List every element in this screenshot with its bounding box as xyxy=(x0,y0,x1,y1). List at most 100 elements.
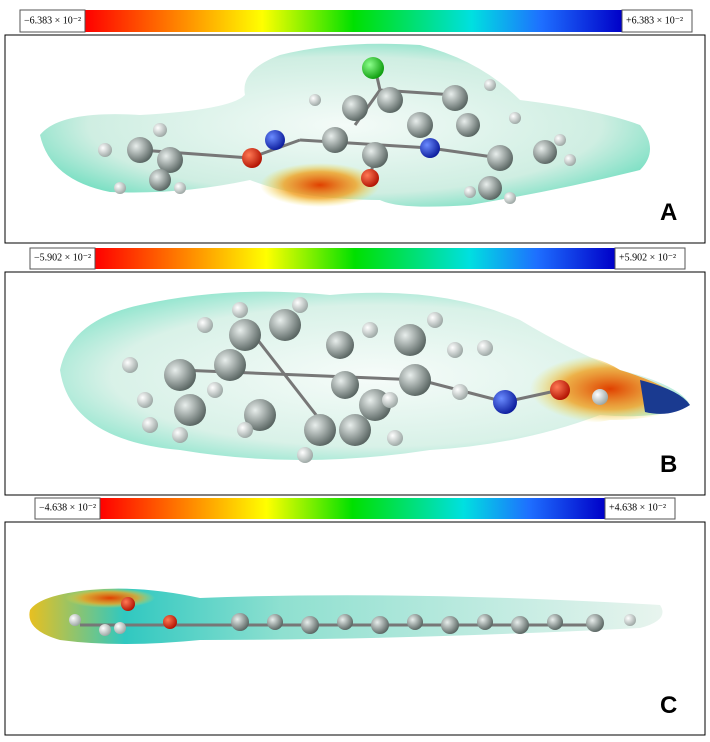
scale-min-box xyxy=(29,247,96,270)
atom xyxy=(121,597,135,611)
atom xyxy=(174,182,186,194)
scale-min-box xyxy=(34,497,101,520)
atom xyxy=(362,57,384,79)
atom xyxy=(137,392,153,408)
atom xyxy=(361,169,379,187)
atom xyxy=(550,380,570,400)
panel-label: C xyxy=(660,692,677,719)
atom xyxy=(157,147,183,173)
atom xyxy=(229,319,261,351)
atom xyxy=(547,614,563,630)
scale-max: +6.383 × 10⁻² xyxy=(626,15,683,26)
atom xyxy=(172,427,188,443)
atom xyxy=(399,364,431,396)
atom xyxy=(371,616,389,634)
atom xyxy=(464,186,476,198)
panel-a: −6.383 × 10⁻² +6.383 × 10⁻² A xyxy=(4,9,706,244)
atom xyxy=(427,312,443,328)
atom xyxy=(624,614,636,626)
atom xyxy=(69,614,81,626)
atom xyxy=(127,137,153,163)
atom xyxy=(163,615,177,629)
atom xyxy=(442,85,468,111)
atom xyxy=(142,417,158,433)
panel-label: A xyxy=(660,199,677,226)
atom xyxy=(122,357,138,373)
atom xyxy=(197,317,213,333)
color-bar xyxy=(85,10,622,32)
atom xyxy=(309,94,321,106)
atom xyxy=(232,302,248,318)
atom xyxy=(337,614,353,630)
atom xyxy=(407,614,423,630)
atom xyxy=(114,182,126,194)
atom xyxy=(114,622,126,634)
scale-max-box xyxy=(614,247,686,270)
atom xyxy=(326,331,354,359)
scale-max: +5.902 × 10⁻² xyxy=(619,252,676,263)
atom xyxy=(301,616,319,634)
mep-surface xyxy=(60,291,690,460)
atom xyxy=(478,176,502,200)
scale-min: −6.383 × 10⁻² xyxy=(24,15,81,26)
atom xyxy=(231,613,249,631)
atom xyxy=(493,390,517,414)
atom xyxy=(297,447,313,463)
panel-c: −4.638 × 10⁻² +4.638 × 10⁻² C xyxy=(4,497,706,736)
atom xyxy=(174,394,206,426)
atom xyxy=(592,389,608,405)
atom xyxy=(244,399,276,431)
atom xyxy=(362,142,388,168)
atom xyxy=(452,384,468,400)
atom xyxy=(554,134,566,146)
atom xyxy=(504,192,516,204)
atom xyxy=(98,143,112,157)
atom xyxy=(292,297,308,313)
atom xyxy=(99,624,111,636)
atom xyxy=(420,138,440,158)
atom xyxy=(214,349,246,381)
atom xyxy=(564,154,576,166)
bond xyxy=(139,148,251,160)
panel-label: B xyxy=(660,451,677,478)
atom xyxy=(456,113,480,137)
atom xyxy=(586,614,604,632)
atom xyxy=(331,371,359,399)
atom xyxy=(242,148,262,168)
atom xyxy=(265,130,285,150)
atom xyxy=(342,95,368,121)
atom xyxy=(164,359,196,391)
atom xyxy=(387,430,403,446)
atom xyxy=(377,87,403,113)
atom xyxy=(237,422,253,438)
atom xyxy=(477,614,493,630)
atom xyxy=(269,309,301,341)
scale-max-box xyxy=(621,9,693,33)
atom xyxy=(267,614,283,630)
scale-max-box xyxy=(604,497,676,520)
color-bar xyxy=(95,248,615,269)
negative-region xyxy=(260,163,380,207)
positive-region xyxy=(640,380,690,414)
atom xyxy=(533,140,557,164)
atom xyxy=(477,340,493,356)
bond xyxy=(299,138,431,150)
scale-min: −4.638 × 10⁻² xyxy=(39,502,96,513)
atom xyxy=(511,616,529,634)
bond xyxy=(248,329,322,421)
atom xyxy=(304,414,336,446)
atom xyxy=(362,322,378,338)
atom xyxy=(382,392,398,408)
atom xyxy=(394,324,426,356)
atom xyxy=(484,79,496,91)
color-bar xyxy=(100,498,605,519)
atom xyxy=(487,145,513,171)
atom xyxy=(407,112,433,138)
scale-min: −5.902 × 10⁻² xyxy=(34,252,91,263)
scale-min-box xyxy=(19,9,86,33)
scale-max: +4.638 × 10⁻² xyxy=(609,502,666,513)
atom xyxy=(149,169,171,191)
atom xyxy=(441,616,459,634)
atom xyxy=(339,414,371,446)
